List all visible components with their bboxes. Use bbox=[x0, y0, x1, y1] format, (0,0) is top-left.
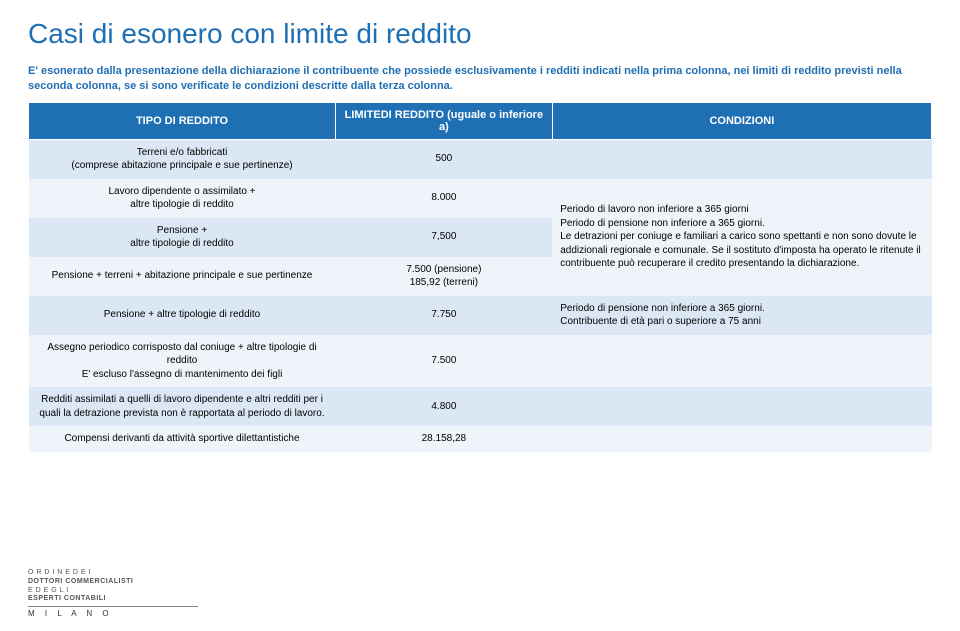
footer-logo: O R D I N E D E I DOTTORI COMMERCIALISTI… bbox=[28, 569, 198, 619]
th-condizioni: CONDIZIONI bbox=[552, 102, 931, 139]
th-tipo: TIPO DI REDDITO bbox=[29, 102, 336, 139]
cell-tipo: Assegno periodico corrisposto dal coniug… bbox=[29, 335, 336, 388]
table-row: Pensione + altre tipologie di reddito7.7… bbox=[29, 296, 932, 335]
esonero-table: TIPO DI REDDITO LIMITEDI REDDITO (uguale… bbox=[28, 102, 932, 452]
cell-limite: 4.800 bbox=[336, 387, 553, 426]
cell-condizioni bbox=[552, 335, 931, 388]
table-header-row: TIPO DI REDDITO LIMITEDI REDDITO (uguale… bbox=[29, 102, 932, 139]
cell-condizioni bbox=[552, 387, 931, 426]
cell-tipo: Redditi assimilati a quelli di lavoro di… bbox=[29, 387, 336, 426]
cell-tipo: Compensi derivanti da attività sportive … bbox=[29, 426, 336, 452]
cell-limite: 28.158,28 bbox=[336, 426, 553, 452]
footer-line1: O R D I N E D E I bbox=[28, 569, 198, 578]
cell-condizioni: Periodo di pensione non inferiore a 365 … bbox=[552, 296, 931, 335]
footer-line3: E D E G L I bbox=[28, 587, 198, 596]
cell-tipo: Lavoro dipendente o assimilato + altre t… bbox=[29, 179, 336, 218]
footer-line4: ESPERTI CONTABILI bbox=[28, 595, 198, 604]
table-row: Lavoro dipendente o assimilato + altre t… bbox=[29, 179, 932, 218]
cell-limite: 7.500 (pensione) 185,92 (terreni) bbox=[336, 257, 553, 296]
cell-tipo: Pensione + altre tipologie di reddito bbox=[29, 296, 336, 335]
table-row: Compensi derivanti da attività sportive … bbox=[29, 426, 932, 452]
footer-milano: M I L A N O bbox=[28, 609, 198, 619]
cell-limite: 7.500 bbox=[336, 335, 553, 388]
intro-text: E' esonerato dalla presentazione della d… bbox=[28, 64, 932, 94]
footer-divider bbox=[28, 606, 198, 607]
table-row: Assegno periodico corrisposto dal coniug… bbox=[29, 335, 932, 388]
cell-condizioni bbox=[552, 426, 931, 452]
th-limite: LIMITEDI REDDITO (uguale o inferiore a) bbox=[336, 102, 553, 139]
cell-tipo: Pensione + altre tipologie di reddito bbox=[29, 218, 336, 257]
table-row: Terreni e/o fabbricati (comprese abitazi… bbox=[29, 139, 932, 179]
cell-tipo: Terreni e/o fabbricati (comprese abitazi… bbox=[29, 139, 336, 179]
footer-line2: DOTTORI COMMERCIALISTI bbox=[28, 578, 198, 587]
cell-condizioni bbox=[552, 139, 931, 179]
cell-tipo: Pensione + terreni + abitazione principa… bbox=[29, 257, 336, 296]
cell-condizioni: Periodo di lavoro non inferiore a 365 gi… bbox=[552, 179, 931, 296]
cell-limite: 8.000 bbox=[336, 179, 553, 218]
cell-limite: 7,500 bbox=[336, 218, 553, 257]
table-row: Redditi assimilati a quelli di lavoro di… bbox=[29, 387, 932, 426]
page-title: Casi di esonero con limite di reddito bbox=[28, 18, 932, 50]
cell-limite: 7.750 bbox=[336, 296, 553, 335]
cell-limite: 500 bbox=[336, 139, 553, 179]
